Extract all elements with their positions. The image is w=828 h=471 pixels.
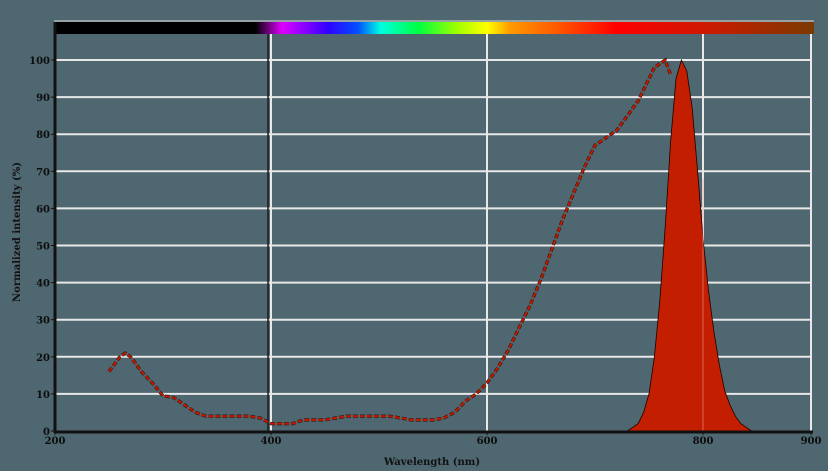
emission-series	[626, 58, 753, 432]
y-tick-label: 40	[36, 279, 50, 290]
spectrum-color-bar	[54, 20, 814, 34]
x-tick-label: 600	[477, 436, 498, 447]
y-tick-label: 80	[36, 130, 50, 141]
y-tick-label: 20	[36, 353, 50, 364]
y-tick-label: 10	[36, 390, 50, 401]
y-tick-label: 90	[36, 93, 50, 104]
y-tick-label: 60	[36, 204, 50, 215]
y-axis-ticks: 0 10 20 30 40 50 60 70 80 90 100	[29, 56, 55, 438]
axes	[53, 22, 813, 434]
x-axis-title: Wavelength (nm)	[383, 457, 480, 468]
excitation-series	[107, 57, 673, 426]
y-tick-label: 70	[36, 167, 50, 178]
y-tick-label: 0	[43, 427, 50, 438]
x-tick-label: 400	[261, 436, 282, 447]
y-axis-title: Normalized intensity (%)	[12, 162, 23, 302]
x-axis-ticks: 200 400 600 800 900	[45, 431, 822, 447]
x-tick-label: 800	[693, 436, 714, 447]
y-tick-label: 100	[29, 56, 50, 67]
y-tick-label: 30	[36, 316, 50, 327]
x-tick-label: 900	[801, 436, 822, 447]
y-tick-label: 50	[36, 242, 50, 253]
x-tick-label: 200	[45, 436, 66, 447]
